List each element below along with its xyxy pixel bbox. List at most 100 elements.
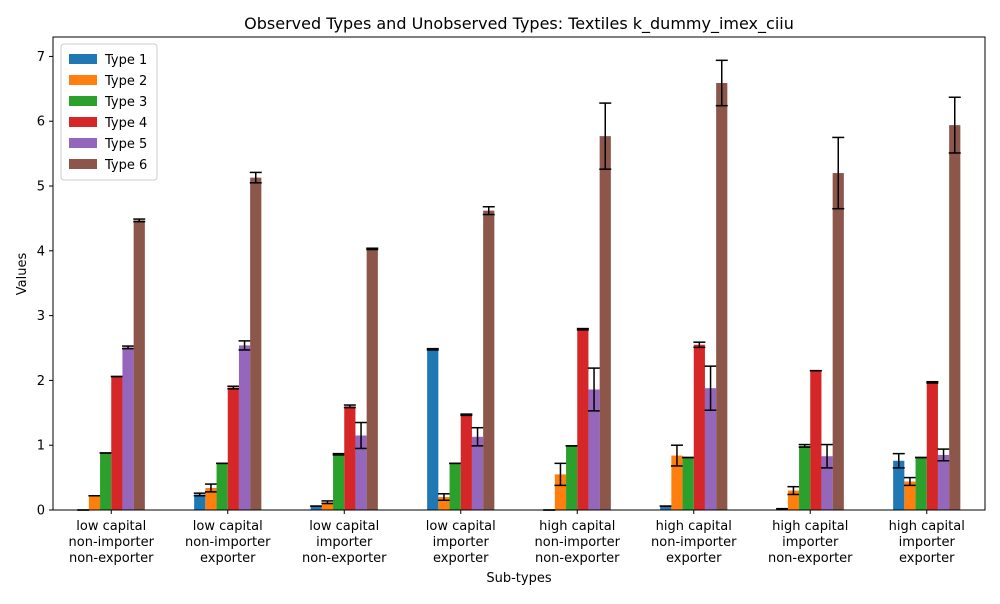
- bar-5-7: [821, 456, 833, 510]
- bar-6-5: [599, 136, 611, 510]
- bar-3-3: [333, 454, 345, 510]
- x-tick-label-line: low capital: [309, 519, 379, 534]
- legend-swatch-6: [69, 159, 97, 169]
- bar-2-6: [671, 455, 683, 510]
- x-tick-label-line: importer: [899, 535, 956, 550]
- bar-6-4: [483, 210, 495, 510]
- bar-5-1: [122, 347, 134, 510]
- x-tick-label-line: non-importer: [69, 535, 155, 550]
- bar-6-3: [366, 248, 378, 510]
- legend-swatch-2: [69, 75, 97, 85]
- x-tick-label-line: non-importer: [651, 535, 737, 550]
- x-tick-label-line: exporter: [200, 551, 256, 566]
- x-tick-label-line: non-exporter: [768, 551, 853, 566]
- x-tick-label-line: exporter: [433, 551, 489, 566]
- bar-5-4: [471, 436, 484, 510]
- bar-1-4: [427, 349, 439, 510]
- x-tick-label-8: high capital importer exporter: [889, 519, 965, 566]
- x-tick-label-line: non-importer: [185, 535, 271, 550]
- bar-3-2: [216, 463, 228, 510]
- bar-4-7: [810, 370, 822, 510]
- bar-5-2: [238, 345, 251, 510]
- legend-swatch-4: [69, 117, 97, 127]
- bar-1-6: [660, 506, 672, 510]
- legend-label-3: Type 3: [104, 95, 147, 110]
- y-tick-label-5: 5: [37, 180, 45, 195]
- x-tick-label-line: high capital: [772, 519, 848, 534]
- bar-2-3: [321, 502, 334, 510]
- x-tick-label-line: high capital: [539, 519, 615, 534]
- x-tick-label-line: low capital: [76, 519, 146, 534]
- legend-label-1: Type 1: [104, 53, 147, 68]
- y-tick-label-1: 1: [37, 439, 45, 454]
- bar-5-8: [937, 454, 950, 510]
- bar-2-5: [554, 474, 567, 510]
- x-tick-label-line: non-exporter: [302, 551, 387, 566]
- bar-3-7: [799, 445, 811, 510]
- chart-title: Observed Types and Unobserved Types: Tex…: [244, 14, 794, 34]
- y-tick-label-6: 6: [37, 115, 45, 130]
- legend-label-6: Type 6: [104, 158, 147, 173]
- y-tick-label-7: 7: [37, 50, 45, 65]
- x-tick-label-line: exporter: [666, 551, 722, 566]
- bar-4-2: [227, 387, 239, 510]
- legend-swatch-3: [69, 96, 97, 106]
- bar-4-8: [926, 382, 938, 510]
- x-tick-label-line: non-importer: [535, 535, 621, 550]
- x-tick-label-line: non-exporter: [535, 551, 620, 566]
- y-tick-label-4: 4: [37, 244, 45, 259]
- x-tick-label-1: low capital non-importer non-exporter: [69, 519, 155, 566]
- bar-1-3: [310, 506, 322, 510]
- bar-5-6: [704, 388, 717, 510]
- x-tick-label-line: non-exporter: [69, 551, 154, 566]
- x-tick-label-6: high capital non-importer exporter: [651, 519, 737, 566]
- bar-5-5: [588, 389, 600, 510]
- x-tick-label-2: low capital non-importer exporter: [185, 519, 271, 566]
- bar-3-6: [682, 457, 694, 510]
- x-tick-label-line: high capital: [889, 519, 965, 534]
- bar-5-3: [355, 435, 367, 510]
- bar-2-1: [88, 495, 101, 510]
- x-tick-label-line: importer: [433, 535, 490, 550]
- bar-3-4: [449, 463, 461, 510]
- bar-6-7: [832, 173, 844, 511]
- x-tick-label-line: importer: [316, 535, 373, 550]
- bar-6-2: [250, 177, 262, 510]
- bar-4-4: [460, 414, 472, 510]
- y-axis-title: Values: [15, 253, 30, 296]
- bar-6-8: [949, 125, 961, 510]
- legend-label-4: Type 4: [104, 116, 147, 131]
- plot-frame: [52, 36, 986, 511]
- x-tick-label-7: high capital importer non-exporter: [768, 519, 853, 566]
- y-tick-label-2: 2: [37, 374, 45, 389]
- bar-4-6: [693, 344, 705, 510]
- y-tick-label-0: 0: [37, 504, 45, 519]
- y-tick-label-3: 3: [37, 309, 45, 324]
- legend-label-5: Type 5: [104, 137, 147, 152]
- legend-swatch-1: [69, 54, 97, 64]
- bar-3-1: [100, 452, 112, 510]
- legend-swatch-5: [69, 138, 97, 148]
- x-tick-label-4: low capital importer exporter: [426, 519, 496, 566]
- bar-2-8: [904, 481, 916, 510]
- bar-4-3: [344, 406, 356, 510]
- legend-label-2: Type 2: [104, 74, 147, 89]
- bar-4-1: [111, 376, 123, 510]
- bar-3-8: [915, 457, 927, 510]
- bar-1-2: [194, 494, 206, 510]
- bar-2-7: [787, 490, 800, 510]
- x-tick-label-line: importer: [782, 535, 839, 550]
- x-tick-label-line: low capital: [426, 519, 496, 534]
- x-tick-label-line: exporter: [899, 551, 955, 566]
- bar-6-6: [716, 83, 728, 510]
- x-tick-label-5: high capital non-importer non-exporter: [535, 519, 621, 566]
- bar-4-5: [577, 329, 589, 510]
- x-axis-title: Sub-types: [486, 571, 551, 586]
- x-tick-label-3: low capital importer non-exporter: [302, 519, 387, 566]
- bar-3-5: [566, 445, 578, 510]
- bar-2-4: [438, 497, 450, 510]
- x-tick-label-line: low capital: [193, 519, 263, 534]
